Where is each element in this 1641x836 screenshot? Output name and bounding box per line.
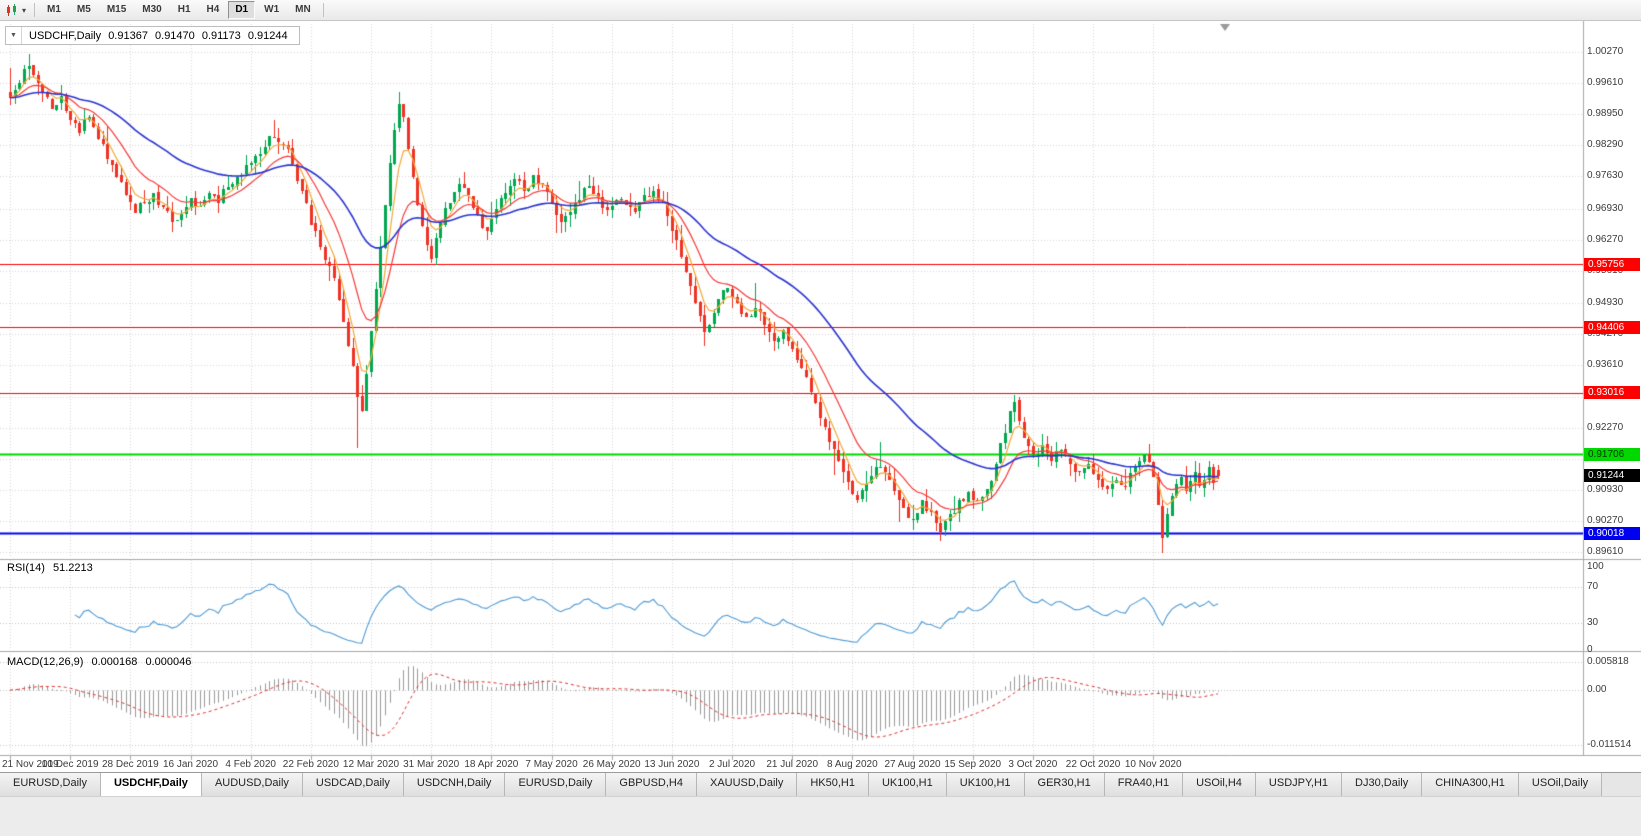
timeframe-button-mn[interactable]: MN	[295, 4, 311, 15]
close-value: 0.91244	[247, 29, 288, 42]
chart-tab-usoil-h4[interactable]: USOil,H4	[1183, 773, 1256, 797]
price-axis-label: 1.00270	[1587, 46, 1624, 58]
timeframe-button-m5[interactable]: M5	[76, 4, 91, 15]
macd-scale-label: -0.011514	[1587, 739, 1632, 751]
date-axis-label: 13 Jun 2020	[644, 759, 700, 770]
date-axis-label: 21 Jul 2020	[766, 759, 819, 770]
status-bar	[0, 796, 1641, 836]
price-axis-label: 0.90270	[1587, 515, 1624, 527]
hline-price-badge: 0.94406	[1584, 320, 1640, 334]
macd-value-1: 0.000168	[91, 656, 138, 668]
timeframe-button-h1[interactable]: H1	[177, 4, 191, 15]
price-axis-label: 0.98950	[1587, 108, 1624, 120]
chart-tab-audusd-daily[interactable]: AUDUSD,Daily	[201, 773, 303, 797]
rsi-scale-label: 0	[1587, 644, 1593, 655]
timeframe-button-group: M1 M5 M15 M30 H1 H4 D1 W1 MN	[39, 1, 319, 19]
date-axis-label: 2 Jul 2020	[708, 759, 756, 770]
date-axis-label: 22 Oct 2020	[1065, 759, 1121, 770]
price-axis-label: 0.97630	[1587, 170, 1624, 182]
rsi-name: RSI(14)	[7, 562, 45, 574]
date-axis-label: 27 Aug 2020	[884, 759, 941, 770]
date-axis-label: 8 Aug 2020	[827, 759, 878, 770]
chart-type-dropdown-caret[interactable]: ▾	[22, 5, 27, 15]
high-value: 0.91470	[155, 29, 195, 42]
chart-tab-eurusd-daily[interactable]: EURUSD,Daily	[0, 773, 101, 797]
chart-tab-usdchf-daily[interactable]: USDCHF,Daily	[100, 773, 202, 797]
macd-name: MACD(12,26,9)	[7, 656, 84, 668]
symbol-ohlc-text: USDCHF,Daily 0.91367 0.91470 0.91173 0.9…	[22, 30, 299, 42]
chart-tab-xauusd-daily[interactable]: XAUUSD,Daily	[696, 773, 798, 797]
hline-price-badge: 0.93016	[1584, 386, 1640, 400]
price-axis-label: 0.99610	[1587, 77, 1624, 89]
price-axis-label: 0.96270	[1587, 233, 1624, 245]
chart-tab-uk100-h1[interactable]: UK100,H1	[868, 773, 947, 797]
price-axis-label: 0.98290	[1587, 139, 1624, 151]
timeframe-button-m1[interactable]: M1	[47, 4, 61, 15]
date-axis-label: 18 Apr 2020	[464, 759, 519, 770]
symbol-label: USDCHF,Daily	[29, 29, 102, 42]
current-price-badge: 0.91244	[1584, 469, 1640, 483]
low-value: 0.91173	[201, 29, 241, 42]
rsi-header: RSI(14) 51.2213	[7, 562, 98, 574]
price-axis-label: 0.89610	[1587, 546, 1624, 558]
chart-tab-usdcad-daily[interactable]: USDCAD,Daily	[302, 773, 404, 797]
candlestick-chart-icon[interactable]	[0, 3, 21, 17]
date-axis-label: 21 Nov 2019	[2, 759, 59, 770]
date-axis-label: 10 Nov 2020	[1124, 759, 1182, 770]
date-axis-label: 10 Dec 2019	[41, 759, 99, 770]
macd-scale-label: 0.005818	[1587, 656, 1629, 668]
chart-tab-bar: EURUSD,Daily USDCHF,Daily AUDUSD,Daily USDC…	[0, 772, 1641, 797]
chart-tab-eurusd-daily[interactable]: EURUSD,Daily	[505, 773, 607, 797]
rsi-scale-label: 70	[1587, 581, 1599, 592]
date-axis-label: 12 Mar 2020	[342, 759, 400, 770]
macd-scale-label: 0.00	[1587, 684, 1607, 695]
price-axis-label: 0.93610	[1587, 358, 1624, 370]
date-axis-label: 15 Sep 2020	[944, 759, 1002, 770]
price-axis-label: 0.94930	[1587, 296, 1624, 308]
chart-tab-ger30-h1[interactable]: GER30,H1	[1024, 773, 1105, 797]
rsi-value: 51.2213	[52, 562, 93, 574]
date-axis-label: 28 Dec 2019	[101, 759, 159, 770]
chart-tab-usoil-daily[interactable]: USOil,Daily	[1518, 773, 1603, 797]
chart-tab-usdjpy-h1[interactable]: USDJPY,H1	[1255, 773, 1343, 797]
hline-price-badge: 0.90018	[1584, 526, 1640, 540]
chart-tab-china300-h1[interactable]: CHINA300,H1	[1422, 773, 1519, 797]
date-axis-label: 16 Jan 2020	[162, 759, 219, 770]
chart-tab-fra40-h1[interactable]: FRA40,H1	[1104, 773, 1184, 797]
date-axis-label: 3 Oct 2020	[1008, 759, 1058, 770]
rsi-scale-label: 100	[1587, 561, 1604, 572]
hline-price-badge: 0.91706	[1584, 447, 1640, 461]
chart-tab-uk100-h1[interactable]: UK100,H1	[946, 773, 1025, 797]
date-axis-label: 26 May 2020	[582, 759, 641, 770]
chart-tab-hk50-h1[interactable]: HK50,H1	[797, 773, 869, 797]
macd-header: MACD(12,26,9) 0.000168 0.000046	[7, 656, 196, 668]
open-value: 0.91367	[108, 29, 148, 42]
date-axis-label: 7 May 2020	[525, 759, 578, 770]
timeframe-button-d1[interactable]: D1	[228, 1, 256, 19]
price-axis-label: 0.92270	[1587, 421, 1624, 433]
rsi-scale-label: 30	[1587, 617, 1599, 628]
timeframe-button-m30[interactable]: M30	[142, 4, 162, 15]
toolbar: ▾ M1 M5 M15 M30 H1 H4 D1 W1 MN	[0, 0, 1641, 21]
timeframe-button-m15[interactable]: M15	[106, 4, 127, 15]
hline-price-badge: 0.95756	[1584, 257, 1640, 271]
timeframe-button-h4[interactable]: H4	[206, 4, 220, 15]
price-axis-label: 0.90930	[1587, 484, 1624, 496]
candlestick-icon-glyph	[7, 3, 16, 16]
chart-tab-dj30-daily[interactable]: DJ30,Daily	[1342, 773, 1423, 797]
chart-tab-gbpusd-h4[interactable]: GBPUSD,H4	[606, 773, 697, 797]
symbol-dropdown-caret[interactable]: ▼	[6, 27, 22, 44]
toolbar-separator	[34, 3, 36, 17]
chart-tab-usdcnh-daily[interactable]: USDCNH,Daily	[403, 773, 506, 797]
price-axis-label: 0.96930	[1587, 202, 1624, 214]
symbol-ohlc-header: ▼ USDCHF,Daily 0.91367 0.91470 0.91173 0…	[5, 26, 300, 45]
timeframe-button-w1[interactable]: W1	[264, 4, 280, 15]
date-axis-label: 4 Feb 2020	[225, 759, 276, 770]
date-axis-label: 22 Feb 2020	[282, 759, 339, 770]
macd-value-2: 0.000046	[145, 656, 192, 668]
toolbar-separator	[322, 3, 324, 17]
date-axis-label: 31 Mar 2020	[403, 759, 460, 770]
